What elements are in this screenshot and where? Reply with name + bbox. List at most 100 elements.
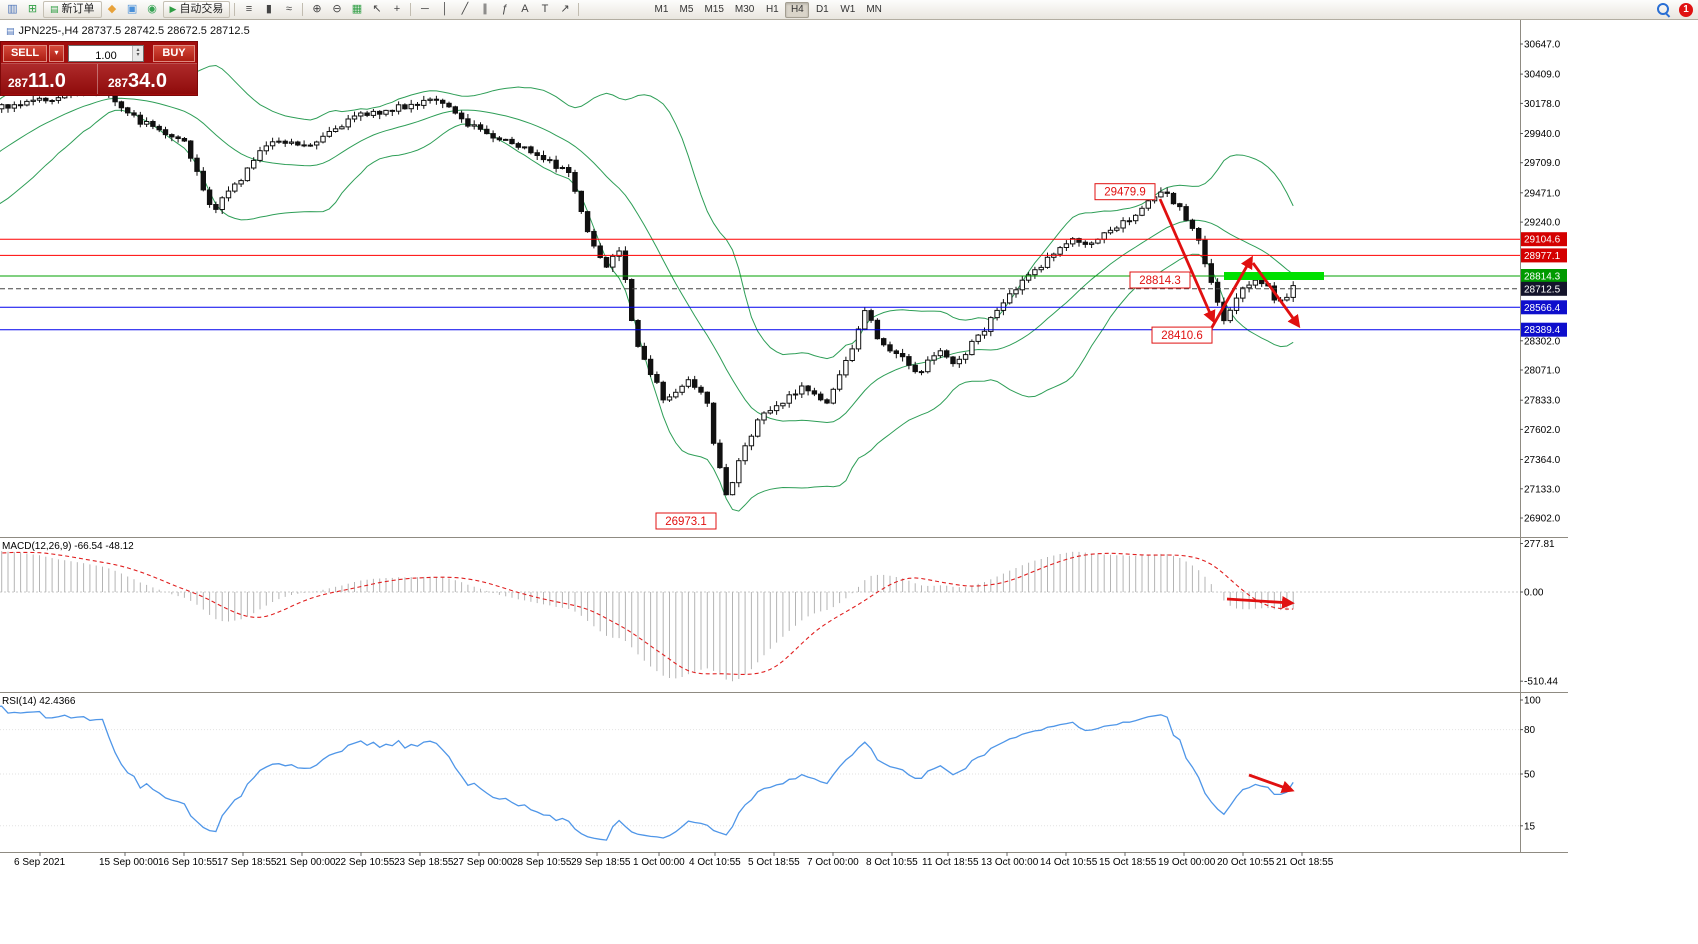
new-order-button-label: 新订单 — [61, 3, 95, 15]
svg-text:29 Sep 18:55: 29 Sep 18:55 — [571, 857, 631, 868]
svg-text:28 Sep 10:55: 28 Sep 10:55 — [512, 857, 572, 868]
svg-text:13 Oct 00:00: 13 Oct 00:00 — [981, 857, 1039, 868]
svg-text:27602.0: 27602.0 — [1524, 425, 1561, 436]
timeframe-m15[interactable]: M15 — [704, 4, 724, 15]
svg-text:14 Oct 10:55: 14 Oct 10:55 — [1040, 857, 1098, 868]
vertical-line-icon[interactable]: │ — [441, 3, 449, 15]
timeframe-m1[interactable]: M1 — [654, 4, 669, 15]
timeframe-m5[interactable]: M5 — [679, 4, 694, 15]
rsi-down-arrow — [1248, 773, 1295, 794]
buy-price-digits: 34.0 — [128, 70, 167, 92]
svg-text:28977.1: 28977.1 — [1524, 251, 1561, 262]
macd-signal-line — [0, 551, 1294, 675]
buy-button[interactable]: BUY — [153, 44, 195, 62]
trendline-icon[interactable]: ╱ — [461, 3, 469, 15]
zoom-out-icon[interactable]: ⊖ — [332, 3, 342, 15]
channel-icon[interactable]: ∥ — [482, 3, 488, 15]
timeframe-mn[interactable]: MN — [866, 4, 882, 15]
timeframe-d1[interactable]: D1 — [815, 4, 829, 15]
volume-dropdown-button[interactable]: ▾ — [49, 44, 64, 62]
svg-text:29940.0: 29940.0 — [1524, 129, 1561, 140]
search-icon[interactable] — [1656, 2, 1671, 17]
spinner-down-icon[interactable]: ▾ — [136, 52, 140, 58]
rsi-value: 42.4366 — [39, 696, 76, 707]
rsi-pane — [0, 705, 1520, 841]
label-icon[interactable]: T — [541, 3, 549, 15]
svg-text:22 Sep 10:55: 22 Sep 10:55 — [335, 857, 395, 868]
timeframe-h1[interactable]: H1 — [765, 4, 779, 15]
fibonacci-icon[interactable]: ƒ — [501, 3, 508, 15]
bollinger-lower-band — [0, 109, 1294, 512]
svg-text:15 Sep 00:00: 15 Sep 00:00 — [99, 857, 159, 868]
timeframe-h4[interactable]: H4 — [785, 1, 810, 18]
svg-text:11 Oct 18:55: 11 Oct 18:55 — [922, 857, 979, 868]
auto-trading-button[interactable]: ▶ 自动交易 — [162, 1, 231, 18]
zoom-in-icon[interactable]: ⊕ — [312, 3, 322, 15]
svg-text:27 Sep 00:00: 27 Sep 00:00 — [453, 857, 513, 868]
price-annotations[interactable]: 29479.9 28814.3 28410.6 26973.1 — [655, 183, 1213, 530]
svg-text:100: 100 — [1524, 696, 1541, 707]
svg-text:28712.5: 28712.5 — [1524, 284, 1561, 295]
svg-text:30647.0: 30647.0 — [1524, 40, 1561, 51]
sell-price[interactable]: 287 11.0 — [1, 64, 97, 94]
svg-text:1 Oct 00:00: 1 Oct 00:00 — [633, 857, 685, 868]
svg-text:27833.0: 27833.0 — [1524, 396, 1561, 407]
macd-flat-arrow — [1226, 596, 1295, 609]
new-order-icon: ▤ — [50, 4, 59, 14]
svg-text:30178.0: 30178.0 — [1524, 99, 1561, 110]
buy-price[interactable]: 287 34.0 — [97, 64, 197, 94]
autotrading-play-icon: ▶ — [169, 4, 177, 14]
svg-text:29471.0: 29471.0 — [1524, 188, 1561, 199]
auto-trading-button-label: 自动交易 — [179, 3, 224, 15]
macd-histogram — [1, 551, 1294, 682]
candlesticks — [0, 85, 1296, 496]
tile-windows-icon[interactable]: ▦ — [351, 3, 363, 15]
new-chart-icon[interactable]: ⊞ — [27, 3, 38, 15]
price-axis[interactable]: 30647.0 30409.0 30178.0 29940.0 29709.0 29471… — [0, 20, 1568, 853]
volume-spinner[interactable]: ▴ ▾ — [132, 45, 143, 61]
time-axis[interactable]: 6 Sep 2021 15 Sep 00:00 16 Sep 10:55 17 Sep… — [14, 852, 1334, 868]
text-icon[interactable]: A — [521, 3, 529, 15]
support-resistance-lines[interactable] — [0, 238, 1520, 331]
arrows-icon[interactable]: ↗ — [560, 3, 570, 15]
spinner-up-icon[interactable]: ▴ — [136, 47, 140, 53]
candlestick-chart-icon[interactable]: ▮ — [265, 3, 272, 15]
svg-text:0.00: 0.00 — [1524, 588, 1544, 599]
trend-arrows[interactable] — [1158, 198, 1301, 794]
svg-text:26973.1: 26973.1 — [665, 516, 707, 528]
toolbar-separator — [578, 3, 580, 16]
volume-input[interactable] — [69, 48, 143, 63]
svg-text:27364.0: 27364.0 — [1524, 455, 1561, 466]
timeframe-w1[interactable]: W1 — [840, 4, 856, 15]
svg-text:28814.3: 28814.3 — [1139, 275, 1181, 287]
horizontal-line-icon[interactable]: ─ — [421, 3, 429, 15]
volume-field: ▴▾ — [68, 44, 144, 63]
metaeditor-icon[interactable]: ◆ — [107, 3, 117, 15]
svg-text:21 Oct 18:55: 21 Oct 18:55 — [1276, 857, 1334, 868]
new-order-button[interactable]: ▤ 新订单 — [43, 1, 102, 18]
svg-text:80: 80 — [1524, 725, 1536, 736]
macd-label: MACD(12,26,9) -66.54 -48.12 — [2, 541, 134, 552]
main-toolbar: ▥ ⊞ ▤ 新订单 ◆ ▣ ◉ ▶ 自动交易 ≡ ▮ ≈ ⊕ ⊖ ▦ ↖ + ─ │ ╱ ∥ ƒ A T ↗ M1 M5 M15 M30… — [0, 0, 1698, 20]
svg-text:7 Oct 00:00: 7 Oct 00:00 — [807, 857, 859, 868]
svg-text:28389.4: 28389.4 — [1524, 325, 1561, 336]
svg-text:50: 50 — [1524, 770, 1536, 781]
market-icon[interactable]: ▣ — [126, 3, 138, 15]
svg-text:15 Oct 18:55: 15 Oct 18:55 — [1099, 857, 1157, 868]
svg-text:20 Oct 10:55: 20 Oct 10:55 — [1217, 857, 1275, 868]
svg-text:28410.6: 28410.6 — [1161, 330, 1203, 342]
crosshair-icon[interactable]: + — [393, 3, 401, 15]
svg-text:28814.3: 28814.3 — [1524, 272, 1561, 283]
line-chart-icon[interactable]: ≈ — [285, 3, 292, 15]
notification-badge[interactable]: 1 — [1679, 2, 1693, 17]
signals-icon[interactable]: ◉ — [147, 3, 157, 15]
svg-text:8 Oct 10:55: 8 Oct 10:55 — [866, 857, 918, 868]
sell-price-prefix: 287 — [8, 75, 29, 90]
terminal-window-icon[interactable]: ▥ — [7, 3, 18, 15]
timeframe-m30[interactable]: M30 — [734, 4, 755, 15]
cursor-icon[interactable]: ↖ — [372, 3, 382, 15]
toolbar-separator — [234, 3, 236, 16]
bar-chart-icon[interactable]: ≡ — [245, 3, 253, 15]
sell-button[interactable]: SELL — [3, 44, 47, 62]
